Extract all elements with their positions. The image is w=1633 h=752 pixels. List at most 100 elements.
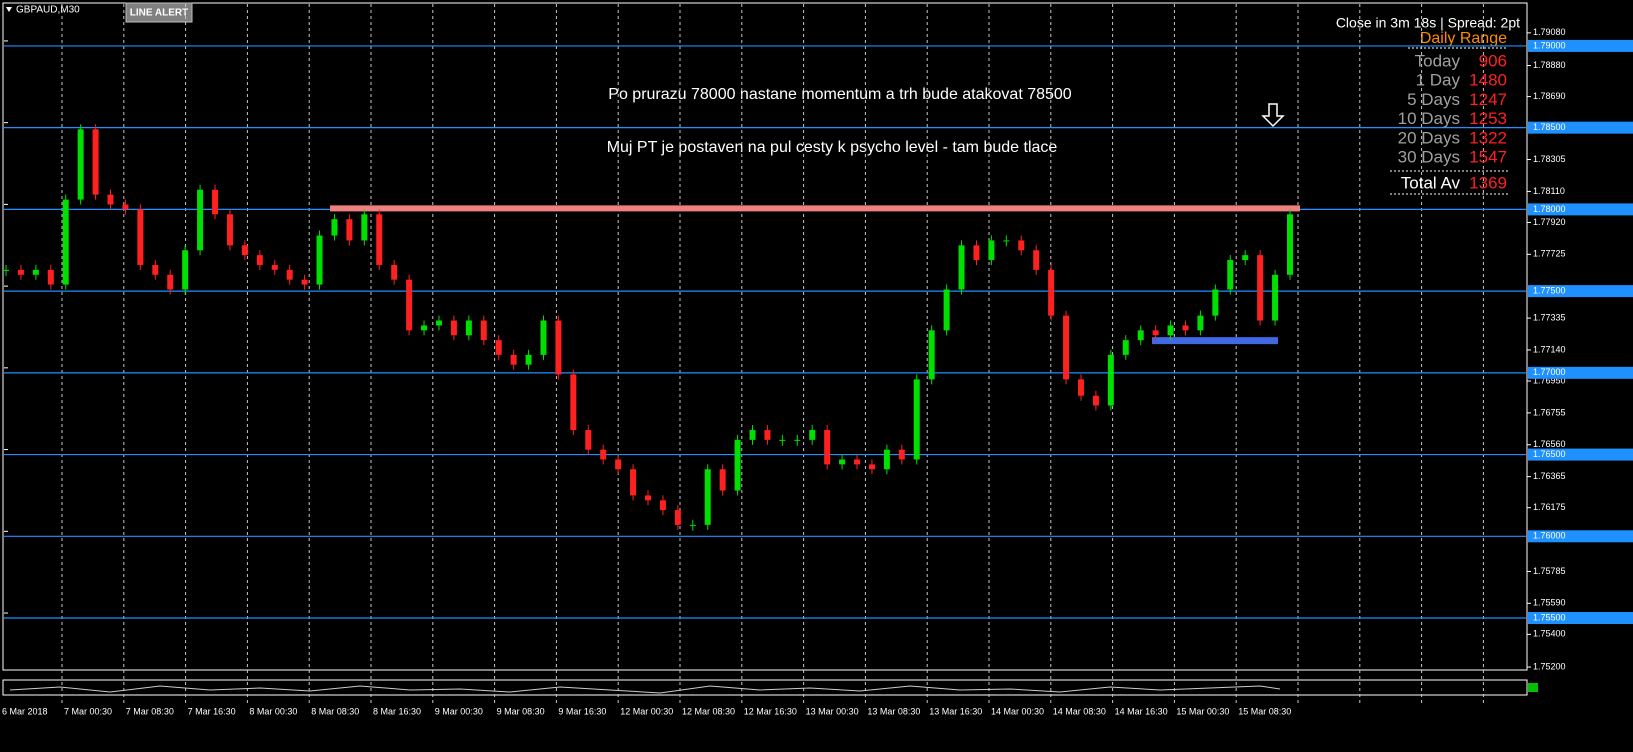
candle [854,459,861,465]
y-tick-label: 1.76560 [1533,439,1566,449]
annotation: Po prurazu 78000 nastane momentum a trh … [608,86,1072,103]
candle [913,379,920,460]
level-label-box [1528,530,1633,543]
candle [689,524,696,526]
y-tick-label: 1.75200 [1533,661,1566,671]
range-value: 1253 [1469,109,1507,128]
candle [1197,315,1204,331]
y-tick-label: 1.76365 [1533,471,1566,481]
candle [1287,214,1293,275]
candle [301,279,308,285]
candle [1137,330,1144,341]
candle [883,449,890,470]
resistance-zone [330,205,1300,212]
candle [674,510,681,525]
candle [197,189,204,251]
x-tick-label: 12 Mar 08:30 [682,706,735,716]
level-label: 1.76000 [1533,531,1566,541]
candle [316,235,323,285]
y-tick-label: 1.77335 [1533,312,1566,322]
indicator-marker [1528,683,1538,692]
annotation: Muj PT je postaven na pul cesty k psycho… [607,139,1058,156]
candle [749,430,756,440]
arrow [1261,103,1285,128]
candle [1182,325,1189,331]
level-label-box [1528,448,1633,461]
candle [152,264,159,275]
y-tick-label: 1.78305 [1533,154,1566,164]
candle [212,189,219,215]
indicator-line [9,685,1281,694]
candle [256,255,263,265]
level-label: 1.78500 [1533,122,1566,132]
level-label-box [1528,285,1633,298]
candle [435,320,442,326]
candle [406,279,413,331]
candle [704,469,711,525]
candle [734,439,741,491]
candle [450,320,457,336]
candle [540,320,547,355]
level-label-box [1528,121,1633,134]
candle [107,194,114,205]
button-label[interactable]: LINE ALERT [130,8,189,19]
candle [600,449,607,460]
x-tick-label: 12 Mar 00:30 [620,706,673,716]
candle [122,204,129,210]
daily-range-title: Daily Range [1420,30,1507,47]
x-tick-label: 13 Mar 16:30 [929,706,982,716]
candle [973,245,980,261]
range-label: 10 Days [1398,109,1460,128]
candle [1107,354,1114,406]
candle [241,245,248,256]
candle [271,264,278,270]
candle [77,129,84,200]
candle [794,439,801,441]
range-label: 20 Days [1398,128,1460,147]
level-label-box [1528,39,1633,52]
x-tick-label: 14 Mar 08:30 [1053,706,1106,716]
candle [62,199,69,285]
candle [839,459,846,465]
range-value: 1480 [1469,71,1507,90]
level-label: 1.75500 [1533,612,1566,622]
x-tick-label: 15 Mar 00:30 [1176,706,1229,716]
candle [1063,315,1070,380]
line-alert-button[interactable]: LINE ALERT [125,2,193,23]
level-label-box [1528,366,1633,379]
level-label-box [1528,612,1633,625]
candle [809,430,816,440]
candle [1033,250,1040,270]
range-label: 1 Day [1416,71,1461,90]
candle [480,320,487,341]
candle [1077,379,1084,396]
candle [32,269,39,275]
y-tick-label: 1.78880 [1533,60,1566,70]
candle [958,245,965,290]
range-value: 906 [1479,51,1507,70]
symbol-menu-icon[interactable] [6,7,12,12]
candle [1048,269,1055,316]
y-tick-label: 1.77920 [1533,217,1566,227]
y-tick-label: 1.76175 [1533,502,1566,512]
y-tick-label: 1.79080 [1533,27,1566,37]
level-label: 1.78000 [1533,204,1566,214]
candle [376,214,383,265]
candle [525,354,532,365]
y-tick-label: 1.75400 [1533,629,1566,639]
candle [331,219,338,236]
level-label-box [1528,203,1633,216]
x-tick-label: 13 Mar 00:30 [806,706,859,716]
x-tick-label: 8 Mar 16:30 [373,706,421,716]
plot-frame [2,2,1528,671]
candle [645,495,651,501]
candle [346,219,353,241]
x-tick-label: 12 Mar 16:30 [744,706,797,716]
range-label: 5 Days [1407,90,1460,109]
range-value: 1322 [1469,128,1507,147]
x-tick-label: 7 Mar 16:30 [188,706,236,716]
level-label: 1.77500 [1533,285,1566,295]
button-box[interactable] [125,2,193,23]
